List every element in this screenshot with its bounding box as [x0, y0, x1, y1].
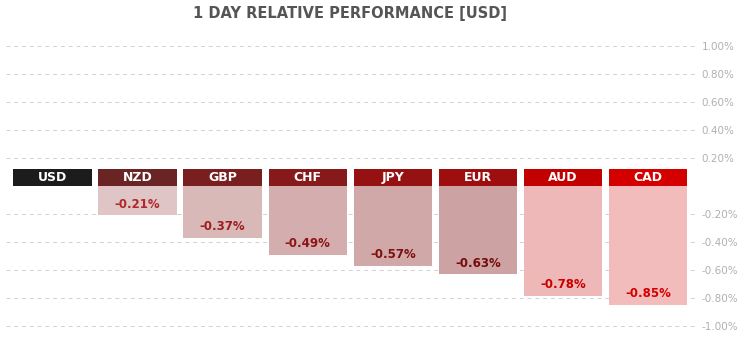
Bar — [98, 186, 176, 216]
Text: -0.63%: -0.63% — [455, 257, 501, 270]
Text: -0.57%: -0.57% — [370, 248, 416, 261]
Text: -0.78%: -0.78% — [540, 278, 586, 291]
Bar — [439, 186, 517, 275]
Bar — [184, 186, 262, 238]
Text: EUR: EUR — [464, 171, 492, 184]
Text: CHF: CHF — [294, 171, 321, 184]
Text: CAD: CAD — [634, 171, 663, 184]
Bar — [609, 186, 687, 305]
FancyBboxPatch shape — [353, 169, 432, 186]
FancyBboxPatch shape — [439, 169, 517, 186]
Text: USD: USD — [38, 171, 67, 184]
Bar — [269, 186, 347, 255]
Text: -0.21%: -0.21% — [115, 198, 160, 211]
Text: NZD: NZD — [123, 171, 153, 184]
Text: GBP: GBP — [208, 171, 237, 184]
FancyBboxPatch shape — [98, 169, 176, 186]
Text: AUD: AUD — [548, 171, 578, 184]
FancyBboxPatch shape — [13, 169, 92, 186]
Text: -0.37%: -0.37% — [199, 220, 246, 233]
FancyBboxPatch shape — [524, 169, 602, 186]
Text: -0.49%: -0.49% — [285, 237, 330, 250]
Text: JPY: JPY — [382, 171, 404, 184]
FancyBboxPatch shape — [269, 169, 347, 186]
FancyBboxPatch shape — [184, 169, 262, 186]
Text: -0.85%: -0.85% — [625, 287, 671, 300]
Bar — [353, 186, 432, 266]
Bar — [524, 186, 602, 296]
Title: 1 DAY RELATIVE PERFORMANCE [USD]: 1 DAY RELATIVE PERFORMANCE [USD] — [193, 5, 507, 21]
FancyBboxPatch shape — [609, 169, 687, 186]
